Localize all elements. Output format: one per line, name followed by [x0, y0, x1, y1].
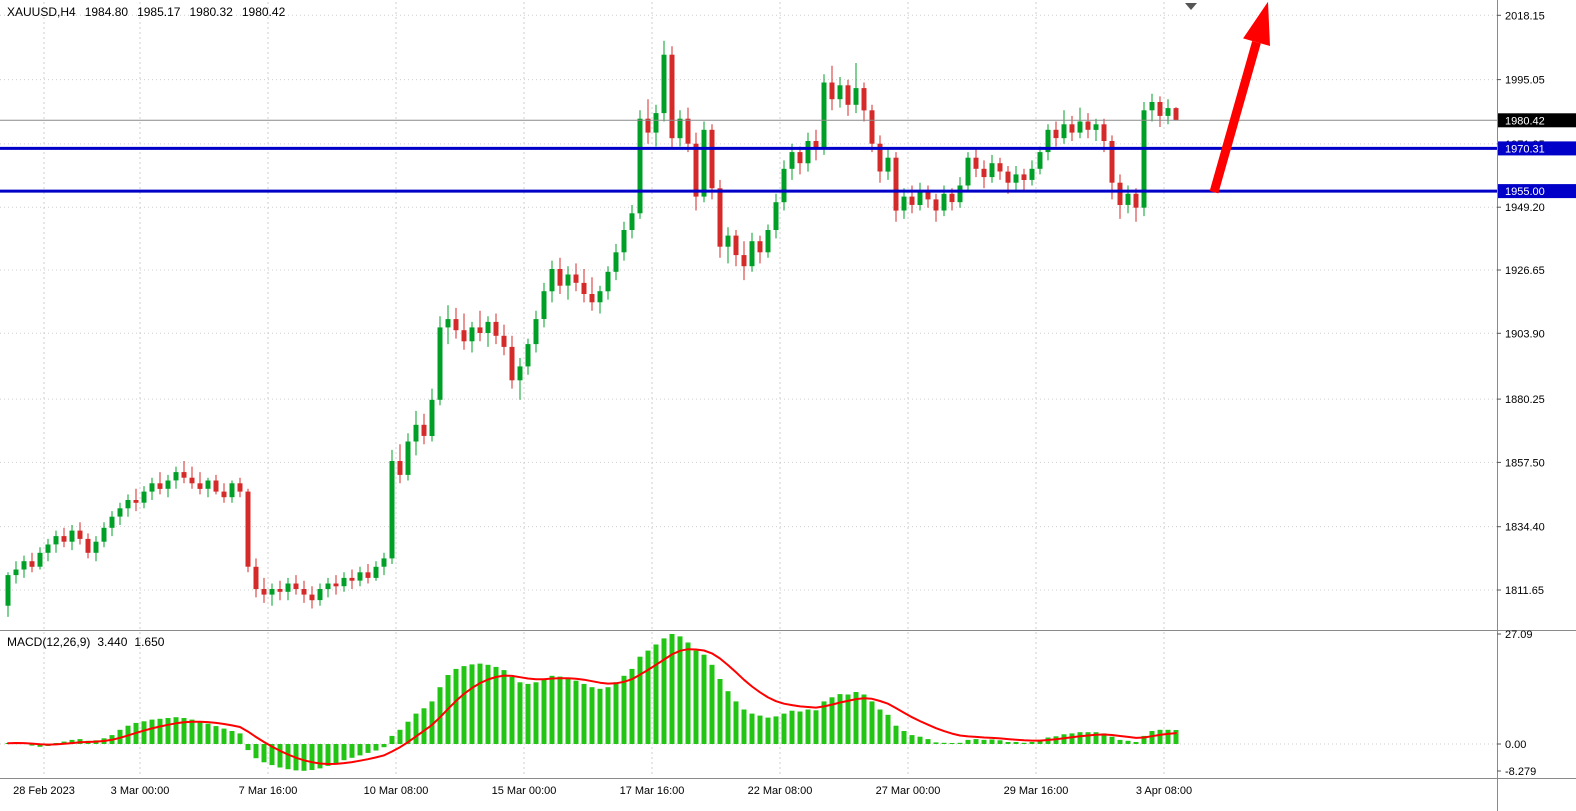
svg-text:2018.15: 2018.15: [1505, 10, 1545, 22]
symbol-period-label: XAUUSD,H4: [7, 5, 76, 19]
svg-text:15 Mar 00:00: 15 Mar 00:00: [492, 785, 557, 797]
svg-text:1949.20: 1949.20: [1505, 202, 1545, 214]
horizontal-level-lines: [0, 146, 1497, 193]
svg-text:-8.279: -8.279: [1505, 766, 1536, 778]
high-value: 1985.17: [137, 5, 181, 19]
svg-text:1880.25: 1880.25: [1505, 394, 1545, 406]
svg-text:3 Apr 08:00: 3 Apr 08:00: [1136, 785, 1192, 797]
svg-text:1995.05: 1995.05: [1505, 75, 1545, 87]
svg-text:3 Mar 00:00: 3 Mar 00:00: [111, 785, 170, 797]
svg-text:7 Mar 16:00: 7 Mar 16:00: [239, 785, 298, 797]
svg-text:1955.00: 1955.00: [1505, 186, 1545, 198]
svg-text:1857.50: 1857.50: [1505, 457, 1545, 469]
svg-text:1811.65: 1811.65: [1505, 585, 1544, 597]
close-value: 1980.42: [241, 5, 286, 19]
svg-text:22 Mar 08:00: 22 Mar 08:00: [748, 785, 813, 797]
svg-text:10 Mar 08:00: 10 Mar 08:00: [364, 785, 429, 797]
open-value: 1984.80: [84, 5, 129, 19]
ohlc-info: XAUUSD,H4 1984.80 1985.17 1980.32 1980.42: [7, 5, 294, 19]
svg-text:27 Mar 00:00: 27 Mar 00:00: [876, 785, 941, 797]
level-price-tag: 1955.00: [1498, 184, 1576, 199]
macd-histogram: [5, 634, 1179, 771]
trend-arrow[interactable]: [1209, 1, 1270, 194]
svg-text:1834.40: 1834.40: [1505, 522, 1545, 534]
svg-text:0.00: 0.00: [1505, 739, 1526, 751]
macd-name: MACD(12,26,9): [7, 635, 91, 649]
macd-signal-value: 1.650: [134, 635, 165, 649]
svg-text:29 Mar 16:00: 29 Mar 16:00: [1004, 785, 1069, 797]
macd-signal-line: [7, 648, 1177, 765]
time-axis[interactable]: 28 Feb 2023 3 Mar 00:00 7 Mar 16:00 10 Mar …: [13, 785, 1192, 797]
low-value: 1980.32: [189, 5, 233, 19]
svg-text:28 Feb 2023: 28 Feb 2023: [13, 785, 75, 797]
macd-indicator-label: MACD(12,26,9) 3.440 1.650: [7, 635, 171, 649]
svg-text:17 Mar 16:00: 17 Mar 16:00: [620, 785, 685, 797]
svg-text:27.09: 27.09: [1505, 629, 1533, 641]
svg-text:1903.90: 1903.90: [1505, 328, 1545, 340]
current-price-tag: 1980.42: [1498, 113, 1576, 128]
level-price-tag: 1970.31: [1498, 141, 1576, 156]
svg-text:1926.65: 1926.65: [1505, 265, 1545, 277]
grid: [0, 2, 1497, 777]
macd-main-value: 3.440: [97, 635, 128, 649]
svg-text:1970.31: 1970.31: [1505, 143, 1545, 155]
chart-shift-marker-icon[interactable]: [1185, 3, 1197, 10]
price-axis[interactable]: 2018.151995.051971.951949.201926.651903.…: [1497, 10, 1545, 597]
indicator-axis[interactable]: 27.09 0.00 -8.279: [1497, 629, 1536, 778]
svg-text:1980.42: 1980.42: [1505, 115, 1545, 127]
